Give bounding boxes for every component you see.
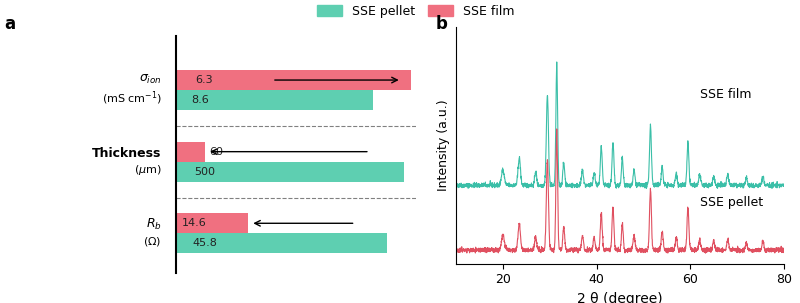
X-axis label: 2 θ (degree): 2 θ (degree)	[577, 292, 663, 303]
Text: 500: 500	[194, 167, 215, 177]
Bar	[176, 142, 205, 162]
Text: Thickness: Thickness	[92, 147, 162, 160]
Bar	[176, 90, 373, 110]
Text: ($\mu$m): ($\mu$m)	[134, 163, 162, 177]
Text: 60: 60	[210, 147, 224, 157]
Text: a: a	[4, 15, 15, 33]
Y-axis label: Intensity (a.u.): Intensity (a.u.)	[438, 100, 450, 191]
Text: ($\Omega$): ($\Omega$)	[143, 235, 162, 248]
Text: 14.6: 14.6	[182, 218, 206, 228]
Text: $\sigma_\mathregular{ion}$: $\sigma_\mathregular{ion}$	[139, 73, 162, 86]
Text: (mS cm$^{-1}$): (mS cm$^{-1}$)	[102, 90, 162, 108]
Bar	[176, 233, 387, 253]
Bar	[176, 70, 411, 90]
Text: SSE film: SSE film	[700, 88, 751, 101]
Text: 45.8: 45.8	[193, 238, 218, 248]
Bar	[176, 213, 248, 233]
Legend: SSE pellet, SSE film: SSE pellet, SSE film	[313, 0, 519, 23]
Text: 8.6: 8.6	[192, 95, 210, 105]
Text: $R_\mathregular{b}$: $R_\mathregular{b}$	[146, 217, 162, 232]
Bar	[176, 162, 404, 182]
Text: b: b	[436, 15, 448, 33]
Text: SSE pellet: SSE pellet	[700, 196, 762, 209]
Text: 6.3: 6.3	[195, 75, 213, 85]
